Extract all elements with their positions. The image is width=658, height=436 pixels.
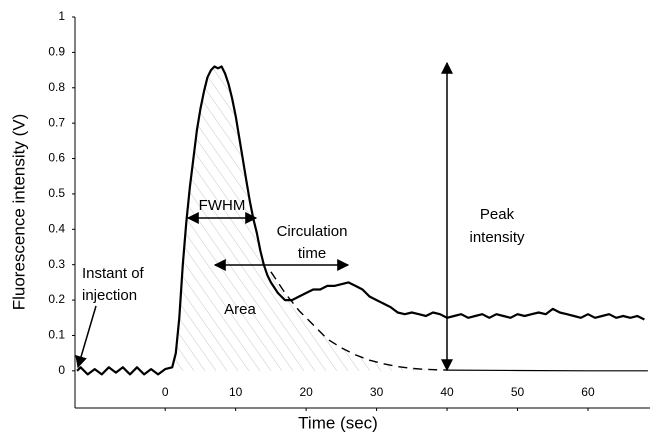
arrow [75, 305, 97, 369]
annotation: FWHM [199, 197, 246, 214]
series-line [76, 65, 645, 376]
y-tick-label: 0.1 [48, 328, 65, 342]
annotation: Instant of [82, 265, 145, 282]
y-axis-label: Fluorescence intensity (V) [9, 114, 28, 311]
y-tick-label: 0.4 [48, 221, 65, 235]
series-line [270, 271, 448, 371]
annotation: Circulation [277, 223, 348, 240]
y-tick-label: 0.9 [48, 45, 65, 59]
annotation: time [298, 245, 326, 262]
y-tick-label: 0.3 [48, 257, 65, 271]
x-tick-label: 40 [440, 385, 454, 399]
y-tick-label: 0.7 [48, 115, 65, 129]
annotation: Peak [480, 206, 515, 223]
y-tick-label: 0.2 [48, 292, 65, 306]
x-tick-label: 60 [581, 385, 595, 399]
y-tick-label: 1 [58, 9, 65, 23]
x-axis-label: Time (sec) [298, 413, 378, 432]
x-tick-label: 20 [299, 385, 313, 399]
series-line [447, 369, 648, 372]
x-tick-label: 0 [162, 385, 169, 399]
y-tick-label: 0.8 [48, 80, 65, 94]
annotation: injection [82, 287, 137, 304]
annotation: Area [224, 301, 256, 318]
x-tick-label: 50 [511, 385, 525, 399]
area-hatch [172, 66, 448, 371]
y-tick-label: 0.6 [48, 151, 65, 165]
y-tick-label: 0.5 [48, 186, 65, 200]
x-tick-label: 30 [370, 385, 384, 399]
x-tick-label: 10 [229, 385, 243, 399]
annotation: intensity [469, 229, 525, 246]
y-tick-label: 0 [58, 363, 65, 377]
